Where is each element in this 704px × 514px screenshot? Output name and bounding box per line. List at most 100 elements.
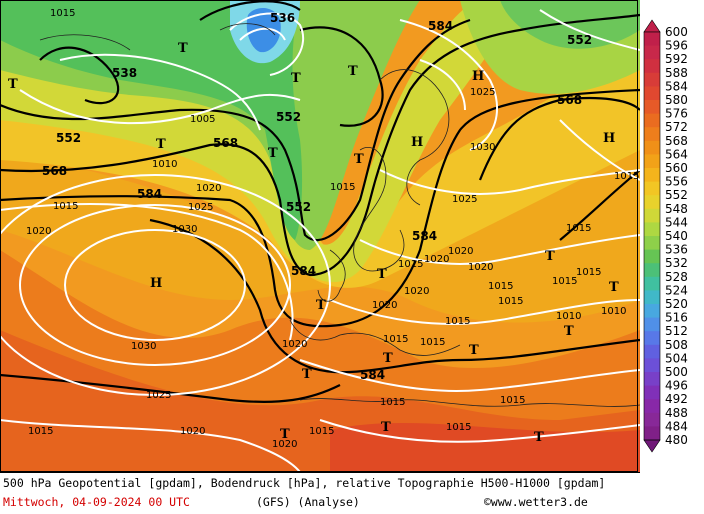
pressure-system-group: H H H H T T T T T T T T T T T T T T T T … — [8, 41, 619, 445]
pressure-label: 1025 — [146, 390, 171, 401]
legend-label: 580 — [665, 93, 688, 107]
high-pressure-marker: H — [411, 135, 423, 150]
legend-swatch — [644, 72, 660, 87]
legend-swatch — [644, 140, 660, 155]
pressure-label: 1015 — [420, 337, 445, 348]
legend-swatch — [644, 45, 660, 60]
legend-label: 524 — [665, 283, 688, 297]
pressure-label: 1015 — [500, 395, 525, 406]
legend-label: 536 — [665, 243, 688, 257]
legend-label: 492 — [665, 392, 688, 406]
legend-label: 540 — [665, 229, 688, 243]
legend-label: 520 — [665, 297, 688, 311]
legend-swatch — [644, 100, 660, 115]
height-label: 538 — [112, 66, 137, 80]
credit-link[interactable]: ©www.wetter3.de — [484, 495, 588, 509]
height-label: 584 — [428, 19, 453, 33]
pressure-label: 1025 — [470, 87, 495, 98]
legend-swatch — [644, 331, 660, 346]
map-title: 500 hPa Geopotential [gpdam], Bodendruck… — [3, 476, 606, 490]
legend-swatch — [644, 358, 660, 373]
weather-map: 536 538 552 552 552 552 568 568 568 584 … — [0, 0, 640, 472]
legend-label: 552 — [665, 188, 688, 202]
legend-label: 488 — [665, 406, 688, 420]
pressure-label: 1020 — [448, 246, 473, 257]
legend-swatch — [644, 304, 660, 319]
pressure-label: 1015 — [330, 182, 355, 193]
low-pressure-marker: T — [280, 427, 290, 442]
model-run: (GFS) (Analyse) — [256, 495, 360, 509]
legend-label: 544 — [665, 215, 688, 229]
pressure-label: 1020 — [272, 439, 297, 450]
legend-label: 484 — [665, 419, 688, 433]
legend-swatch — [644, 385, 660, 400]
height-label: 568 — [213, 136, 238, 150]
pressure-label: 1015 — [566, 223, 591, 234]
legend-label: 600 — [665, 25, 688, 39]
thickness-fill-540-ne — [500, 0, 640, 49]
pressure-label: 1030 — [172, 224, 197, 235]
legend-label: 564 — [665, 147, 688, 161]
thickness-fill-cold-core — [246, 8, 281, 53]
legend-label: 568 — [665, 134, 688, 148]
pressure-label: 1010 — [556, 311, 581, 322]
pressure-label: 1015 — [28, 426, 53, 437]
legend-label: 548 — [665, 202, 688, 216]
height-label: 584 — [412, 229, 437, 243]
legend-label: 576 — [665, 107, 688, 121]
pressure-label: 1015 — [498, 296, 523, 307]
low-pressure-marker: T — [609, 280, 619, 295]
low-pressure-marker: T — [302, 367, 312, 382]
legend-label: 588 — [665, 66, 688, 80]
legend-label: 532 — [665, 256, 688, 270]
pressure-label: 1015 — [552, 276, 577, 287]
legend-label: 508 — [665, 338, 688, 352]
footer: 500 hPa Geopotential [gpdam], Bodendruck… — [0, 472, 640, 514]
low-pressure-marker: T — [348, 64, 358, 79]
legend-label: 592 — [665, 52, 688, 66]
pressure-label: 1020 — [468, 262, 493, 273]
low-pressure-marker: T — [545, 249, 555, 264]
pressure-label: 1015 — [576, 267, 601, 278]
legend-swatch — [644, 59, 660, 74]
high-pressure-marker: H — [603, 131, 615, 146]
low-pressure-marker: T — [8, 77, 18, 92]
color-legend: 600 596 592 588 584 580 576 572 568 564 560 556 552 5… — [640, 18, 704, 458]
pressure-label: 1015 — [445, 316, 470, 327]
pressure-label: 1020 — [180, 426, 205, 437]
pressure-label: 1020 — [424, 254, 449, 265]
thickness-fill-588 — [330, 422, 640, 472]
low-pressure-marker: T — [178, 41, 188, 56]
height-label: 584 — [137, 187, 162, 201]
pressure-label: 1025 — [452, 194, 477, 205]
low-pressure-marker: T — [354, 152, 364, 167]
pressure-label: 1020 — [404, 286, 429, 297]
legend-swatch — [644, 195, 660, 210]
isobars — [0, 9, 640, 472]
legend-swatch — [644, 113, 660, 128]
legend-swatch — [644, 249, 660, 264]
legend-label: 528 — [665, 270, 688, 284]
legend-label: 584 — [665, 79, 688, 93]
map-frame — [0, 0, 638, 472]
high-pressure-marker: H — [150, 276, 162, 291]
pressure-label: 1015 — [446, 422, 471, 433]
low-pressure-marker: T — [469, 343, 479, 358]
low-pressure-marker: T — [268, 146, 278, 161]
legend-swatch — [644, 290, 660, 305]
legend-swatch — [644, 208, 660, 223]
pressure-label: 1015 — [309, 426, 334, 437]
pressure-label: 1025 — [188, 202, 213, 213]
pressure-label: 1015 — [398, 259, 423, 270]
height-label: 552 — [276, 110, 301, 124]
height-label: 584 — [291, 264, 316, 278]
pressure-label-group: 1015 1025 1030 1010 1005 1020 1030 1025 … — [26, 8, 639, 450]
pressure-label: 1015 — [380, 397, 405, 408]
pressure-label: 1020 — [282, 339, 307, 350]
legend-swatch — [644, 317, 660, 332]
low-pressure-marker: T — [291, 71, 301, 86]
thickness-fill-572 — [0, 140, 640, 323]
high-pressure-marker: H — [472, 69, 484, 84]
height-label: 536 — [270, 11, 295, 25]
pressure-label: 1015 — [614, 171, 639, 182]
